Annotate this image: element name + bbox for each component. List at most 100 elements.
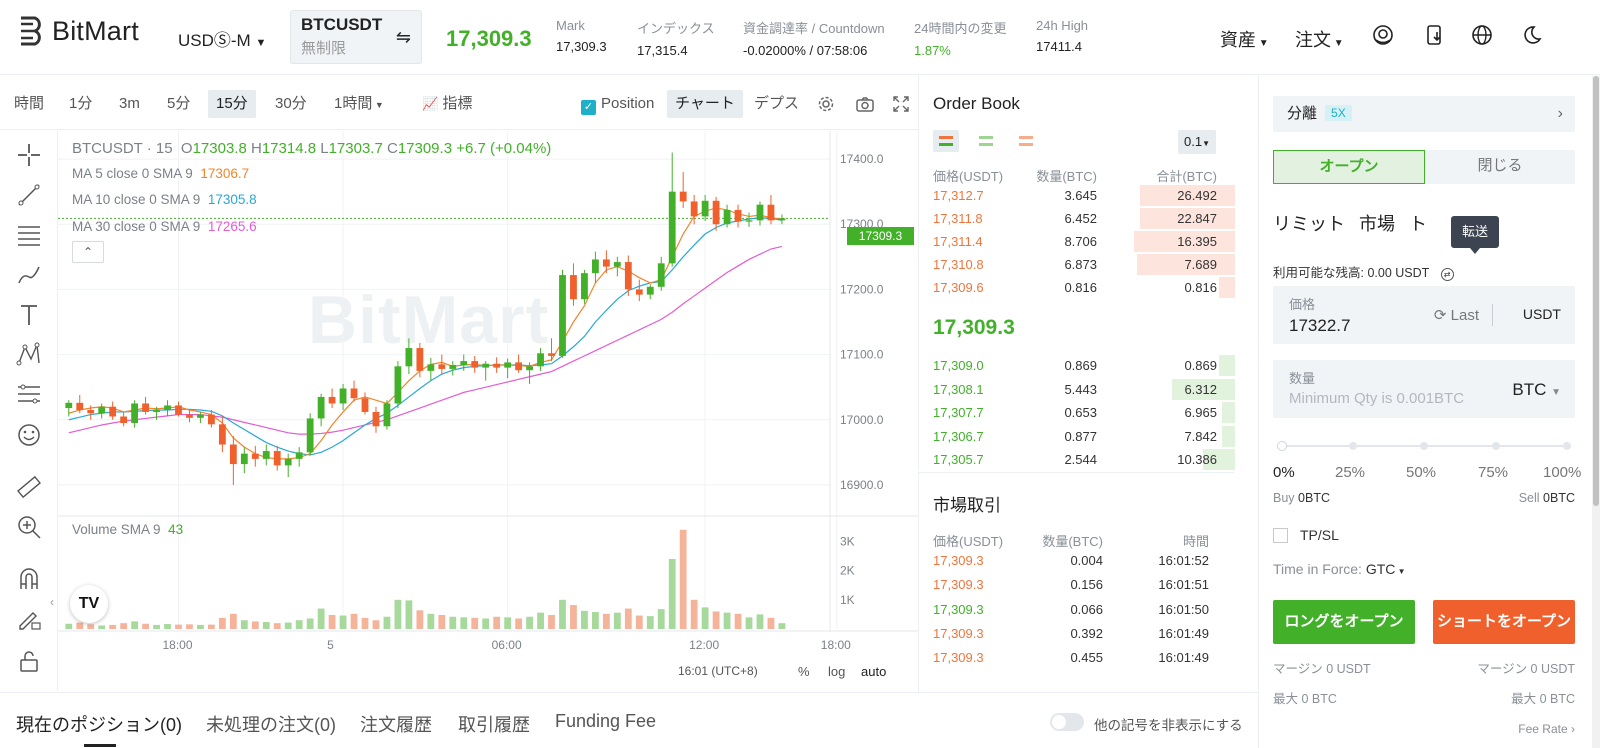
percent-75[interactable]: 75% [1478,464,1509,481]
timeframe-1h[interactable]: 1時間 ▼ [326,90,392,118]
timeframe-time[interactable]: 時間 [14,95,45,112]
timeframe-1m[interactable]: 1分 [69,95,93,112]
sidebar-collapse-icon[interactable]: ‹ [50,595,54,609]
tab-trade-history[interactable]: 取引履歴 [458,715,530,735]
bid-row[interactable]: 17,307.7 0.653 6.965 [919,401,1235,424]
symbol-selector[interactable]: BTCUSDT 無制限 ⇋ [290,10,422,64]
unlock-icon[interactable] [15,647,43,675]
timeframe-30m[interactable]: 30分 [275,95,307,112]
percent-50[interactable]: 50% [1406,464,1437,481]
price-input[interactable]: 17322.7 [1289,316,1351,335]
fullscreen-icon[interactable] [893,96,909,112]
order-type-trigger[interactable]: ト [1409,214,1427,234]
fib-retracement-icon[interactable] [15,381,43,409]
lock-drawing-pencil-icon[interactable] [15,605,43,633]
legend-collapse-button[interactable]: ⌃ [72,241,104,263]
tab-open[interactable]: オープン [1273,150,1425,184]
percent-25[interactable]: 25% [1335,464,1366,481]
timeframe-15m[interactable]: 15分 [208,90,256,118]
ask-row[interactable]: 17,311.4 8.706 16.395 [919,230,1235,253]
price-chart[interactable]: BitMart 17400.0 17300.0 17200.0 17100.0 1700… [58,131,918,691]
ruler-icon[interactable] [15,473,43,501]
time-in-force[interactable]: Time in Force: GTC ▼ [1273,561,1406,577]
emoji-icon[interactable] [15,421,43,449]
ask-row[interactable]: 17,310.8 6.873 7.689 [919,253,1235,276]
position-toggle[interactable]: ✓ Position [581,90,654,118]
trade-row[interactable]: 17,309.3 0.392 16:01:49 [919,622,1235,646]
tab-close[interactable]: 閉じる [1425,150,1575,184]
bid-row[interactable]: 17,306.7 0.877 7.842 [919,425,1235,448]
tab-open-orders[interactable]: 未処理の注文(0) [206,715,336,735]
trade-row[interactable]: 17,309.3 0.066 16:01:50 [919,598,1235,622]
timeframe-3m[interactable]: 3m [119,95,140,112]
ask-row[interactable]: 17,311.8 6.452 22.847 [919,207,1235,230]
trade-row[interactable]: 17,309.3 0.455 16:01:49 [919,646,1235,670]
bitmart-logo[interactable]: BitMart [18,15,139,47]
quantity-field[interactable]: 数量 Minimum Qty is 0.001BTC BTC ▼ [1273,360,1575,418]
tab-order-history[interactable]: 注文履歴 [360,715,432,735]
view-bids-button[interactable] [973,130,999,152]
orders-menu[interactable]: 注文 ▼ [1295,26,1344,52]
crosshair-icon[interactable] [15,141,43,169]
magnet-icon[interactable] [15,565,43,593]
view-both-button[interactable] [933,130,959,152]
page-scrollbar[interactable] [1592,76,1600,748]
margin-mode-button[interactable]: 分離 5X › [1273,96,1575,132]
quantity-input[interactable]: Minimum Qty is 0.001BTC [1289,390,1465,407]
brush-icon[interactable] [15,261,43,289]
view-asks-button[interactable] [1013,130,1039,152]
quantity-slider[interactable] [1277,441,1571,451]
scrollbar-thumb[interactable] [1593,76,1599,506]
market-type-select[interactable]: USDⓈ-M ▼ [178,26,266,51]
hide-other-symbols-toggle[interactable] [1050,713,1084,731]
tab-depth[interactable]: デプス [754,95,800,112]
percent-100[interactable]: 100% [1543,464,1582,481]
profile-icon[interactable] [1372,24,1394,46]
bid-row[interactable]: 17,309.0 0.869 0.869 [919,354,1235,377]
open-long-button[interactable]: ロングをオープン [1273,600,1415,644]
tradingview-logo[interactable]: TV [70,585,108,623]
bid-row[interactable]: 17,308.1 5.443 6.312 [919,378,1235,401]
fee-rate-link[interactable]: Fee Rate › [1518,722,1575,736]
settings-gear-icon[interactable] [818,96,834,112]
slider-mark-75[interactable] [1492,442,1500,450]
pattern-tool-icon[interactable] [15,341,43,369]
download-app-icon[interactable] [1424,24,1446,46]
precision-select[interactable]: 0.1▼ [1178,130,1216,154]
moon-icon[interactable] [1520,24,1542,46]
slider-mark-25[interactable] [1349,442,1357,450]
tpsl-checkbox[interactable] [1273,528,1288,543]
globe-icon[interactable] [1471,24,1493,46]
text-tool-icon[interactable] [15,301,43,329]
indicators-button[interactable]: 📈 指標 [414,90,480,118]
quantity-unit-select[interactable]: BTC ▼ [1512,380,1561,400]
transfer-icon[interactable]: ⇄ [1440,268,1454,281]
open-short-button[interactable]: ショートをオープン [1433,600,1575,644]
order-type-limit[interactable]: リミット [1273,214,1345,234]
ask-row[interactable]: 17,312.7 3.645 26.492 [919,184,1235,207]
trade-row[interactable]: 17,309.3 0.004 16:01:52 [919,549,1235,573]
camera-icon[interactable] [856,96,874,112]
horizontal-lines-icon[interactable] [15,221,43,249]
timeframe-5m[interactable]: 5分 [167,95,191,112]
tab-current-positions[interactable]: 現在のポジション(0) [16,715,182,735]
percent-0[interactable]: 0% [1273,464,1295,481]
trade-row[interactable]: 17,309.3 0.156 16:01:51 [919,573,1235,597]
auto-scale-button[interactable]: auto [861,664,887,679]
active-tab-underline [84,744,116,747]
last-price-button[interactable]: ⟳ Last [1434,306,1479,324]
price-field[interactable]: 価格 17322.7 ⟳ Last USDT [1273,286,1575,344]
tab-chart[interactable]: チャート [667,90,743,118]
trend-line-icon[interactable] [15,181,43,209]
log-scale-button[interactable]: log [828,664,846,679]
zoom-in-icon[interactable] [15,513,43,541]
slider-handle[interactable] [1277,441,1287,451]
assets-menu[interactable]: 資産 ▼ [1220,26,1269,52]
slider-mark-50[interactable] [1420,442,1428,450]
percent-scale-button[interactable]: % [798,664,810,679]
bid-row[interactable]: 17,305.7 2.544 10.386 [919,448,1235,471]
order-type-market[interactable]: 市場 [1359,214,1395,234]
slider-mark-100[interactable] [1563,442,1571,450]
ask-row[interactable]: 17,309.6 0.816 0.816 [919,276,1235,299]
tab-funding-fee[interactable]: Funding Fee [555,711,657,731]
